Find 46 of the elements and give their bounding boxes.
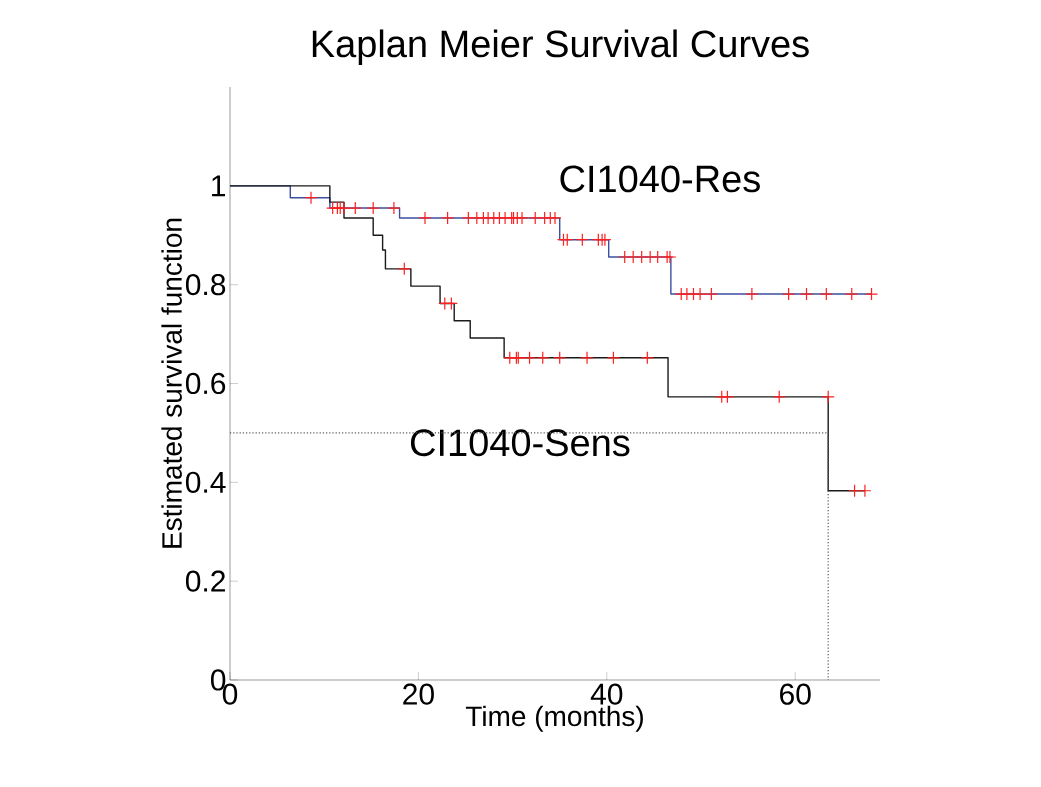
point bbox=[444, 296, 458, 311]
point bbox=[580, 351, 594, 365]
point bbox=[864, 287, 879, 301]
point bbox=[640, 351, 654, 365]
point bbox=[745, 287, 759, 301]
point bbox=[782, 287, 796, 301]
x-tick-label: 20 bbox=[403, 683, 434, 705]
point bbox=[366, 201, 380, 215]
point bbox=[418, 211, 432, 225]
series-label: CI1040-Res bbox=[560, 165, 760, 193]
point bbox=[348, 201, 362, 215]
point bbox=[522, 351, 537, 365]
x-axis-title: Time (months) bbox=[465, 705, 643, 732]
point bbox=[337, 201, 351, 215]
y-tick-label: 1 bbox=[212, 175, 226, 197]
point bbox=[304, 191, 318, 205]
point bbox=[553, 351, 567, 365]
point bbox=[441, 211, 455, 225]
point bbox=[548, 211, 562, 225]
y-tick-label: 0.8 bbox=[185, 274, 226, 296]
point bbox=[772, 390, 786, 404]
y-tick-label: 0.6 bbox=[185, 372, 226, 395]
chart-title: Kaplan Meier Survival Curves bbox=[312, 29, 809, 65]
point bbox=[515, 211, 529, 225]
point bbox=[847, 484, 862, 498]
point bbox=[560, 233, 574, 247]
point bbox=[819, 287, 833, 301]
point bbox=[704, 287, 718, 301]
y-tick-label: 0.2 bbox=[185, 570, 225, 592]
series-label: CI1040-Sens bbox=[410, 429, 630, 457]
point bbox=[528, 211, 542, 225]
point bbox=[606, 351, 621, 365]
point bbox=[799, 287, 814, 301]
point bbox=[821, 390, 835, 404]
point bbox=[858, 484, 872, 498]
point bbox=[575, 233, 589, 247]
point bbox=[387, 201, 401, 215]
x-tick-label: 40 bbox=[590, 683, 623, 705]
x-tick-label: 60 bbox=[780, 683, 811, 705]
point bbox=[397, 262, 411, 276]
point bbox=[693, 287, 707, 301]
point bbox=[720, 390, 734, 404]
y-tick-label: 0.4 bbox=[185, 471, 226, 493]
point bbox=[845, 287, 859, 301]
point bbox=[536, 351, 550, 365]
y-axis-title: Estimated survival function bbox=[161, 218, 182, 548]
